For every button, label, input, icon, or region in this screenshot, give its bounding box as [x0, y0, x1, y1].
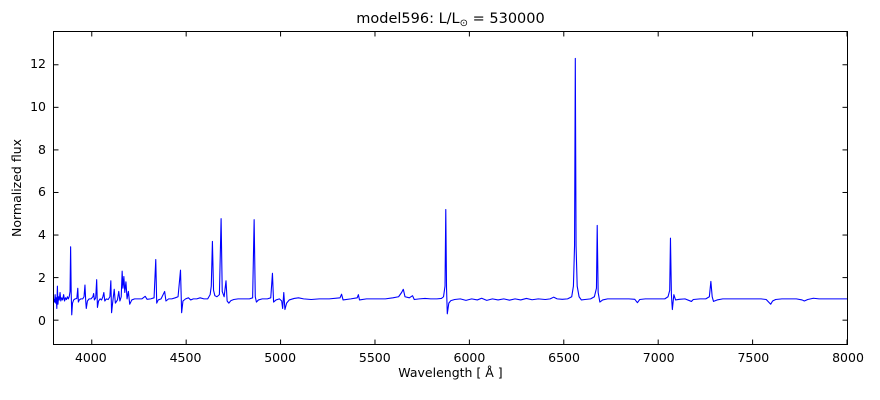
- x-tick-label: 7500: [737, 350, 770, 365]
- y-tick-label: 8: [38, 141, 46, 157]
- y-tick-label: 2: [38, 270, 46, 286]
- x-tick-label: 6000: [453, 350, 486, 365]
- spectrum-line-svg: [54, 32, 847, 344]
- x-tick-label: 7000: [642, 350, 675, 365]
- x-tick-label: 4000: [74, 350, 107, 365]
- x-tick-label: 4500: [169, 350, 202, 365]
- y-tick-label: 4: [38, 227, 46, 243]
- y-tick-label: 0: [38, 313, 46, 328]
- y-tick-label: 10: [30, 98, 46, 114]
- x-tick-label: 8000: [832, 350, 864, 365]
- chart-title: model596: L/L⊙ = 530000: [53, 10, 848, 33]
- chart-title-prefix: model596: L/L: [356, 11, 460, 27]
- y-tick-label: 6: [38, 184, 46, 200]
- x-axis-label: Wavelength [ Å ]: [398, 365, 503, 380]
- chart-title-suffix: = 530000: [468, 11, 545, 27]
- x-tick-label: 5000: [264, 350, 297, 365]
- sun-symbol-icon: ⊙: [459, 18, 469, 29]
- y-tick-label: 12: [30, 55, 46, 71]
- x-tick-label: 6500: [548, 350, 580, 365]
- plot-area: [53, 31, 848, 345]
- x-tick-label: 5500: [358, 350, 391, 365]
